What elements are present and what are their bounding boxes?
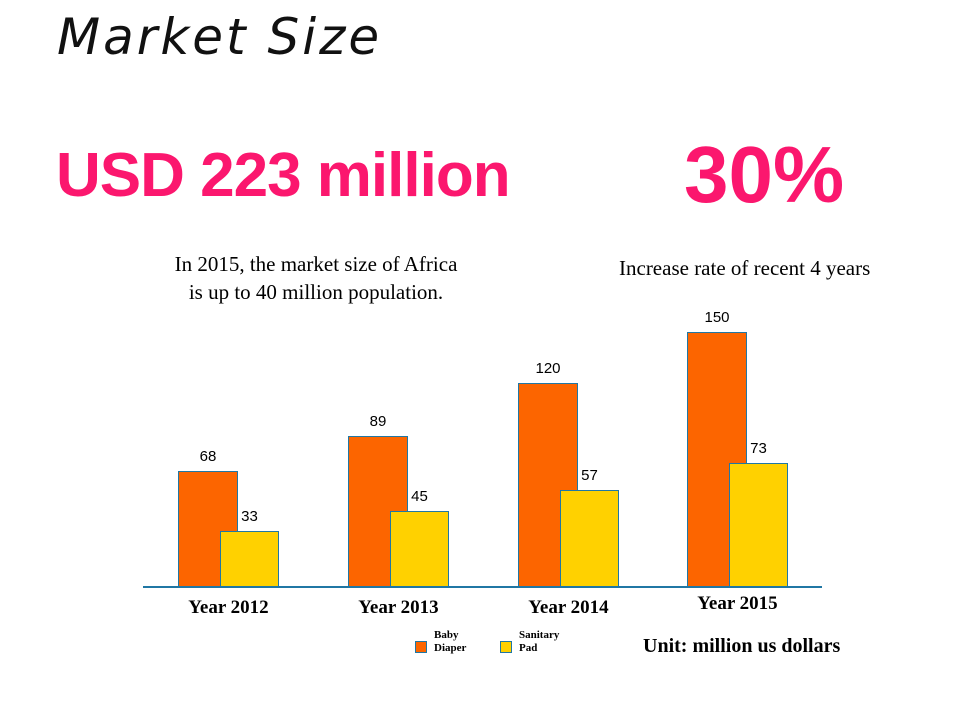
slide-title: Market Size bbox=[57, 8, 383, 66]
bar-sanitary-pad-year-2015 bbox=[729, 462, 788, 587]
headline-market-size-value: USD 223 million bbox=[56, 141, 511, 210]
caption-market-size: In 2015, the market size of Africa is up… bbox=[130, 250, 502, 306]
legend-swatch-baby-diaper bbox=[415, 641, 427, 653]
x-axis-label-year-2015: Year 2015 bbox=[697, 593, 778, 614]
bar-baby-diaper-year-2015 bbox=[687, 332, 747, 587]
legend-item-sanitary-pad: Sanitary Pad bbox=[500, 629, 569, 654]
x-axis-label-year-2013: Year 2013 bbox=[358, 597, 439, 618]
value-label-sanitary-pad-year-2012: 33 bbox=[241, 507, 258, 525]
chart-legend: Baby Diaper Sanitary Pad bbox=[415, 629, 569, 654]
value-label-baby-diaper-year-2013: 89 bbox=[369, 412, 387, 430]
x-axis-label-year-2012: Year 2012 bbox=[188, 597, 269, 618]
value-label-baby-diaper-year-2012: 68 bbox=[199, 448, 217, 466]
value-label-baby-diaper-year-2015: 150 bbox=[704, 309, 730, 326]
unit-note: Unit: million us dollars bbox=[643, 635, 841, 657]
caption-market-size-line1: In 2015, the market size of Africa bbox=[174, 252, 458, 276]
bar-sanitary-pad-year-2014 bbox=[560, 490, 619, 587]
bar-sanitary-pad-year-2012 bbox=[220, 530, 279, 587]
bar-sanitary-pad-year-2013 bbox=[390, 510, 449, 587]
value-label-baby-diaper-year-2014: 120 bbox=[535, 360, 561, 377]
caption-market-size-line2: is up to 40 million population. bbox=[188, 280, 444, 304]
value-label-sanitary-pad-year-2014: 57 bbox=[581, 467, 598, 485]
x-axis-line bbox=[143, 586, 822, 588]
x-axis-label-year-2014: Year 2014 bbox=[528, 597, 609, 618]
legend-label: Sanitary Pad bbox=[519, 629, 560, 654]
legend-item-baby-diaper: Baby Diaper bbox=[415, 629, 484, 654]
caption-increase-rate: Increase rate of recent 4 years bbox=[619, 256, 871, 280]
legend-label: Baby Diaper bbox=[434, 629, 467, 654]
value-label-sanitary-pad-year-2013: 45 bbox=[411, 487, 428, 505]
headline-increase-rate: 30% bbox=[684, 130, 845, 219]
value-label-sanitary-pad-year-2015: 73 bbox=[750, 439, 767, 457]
legend-swatch-sanitary-pad bbox=[500, 641, 512, 653]
